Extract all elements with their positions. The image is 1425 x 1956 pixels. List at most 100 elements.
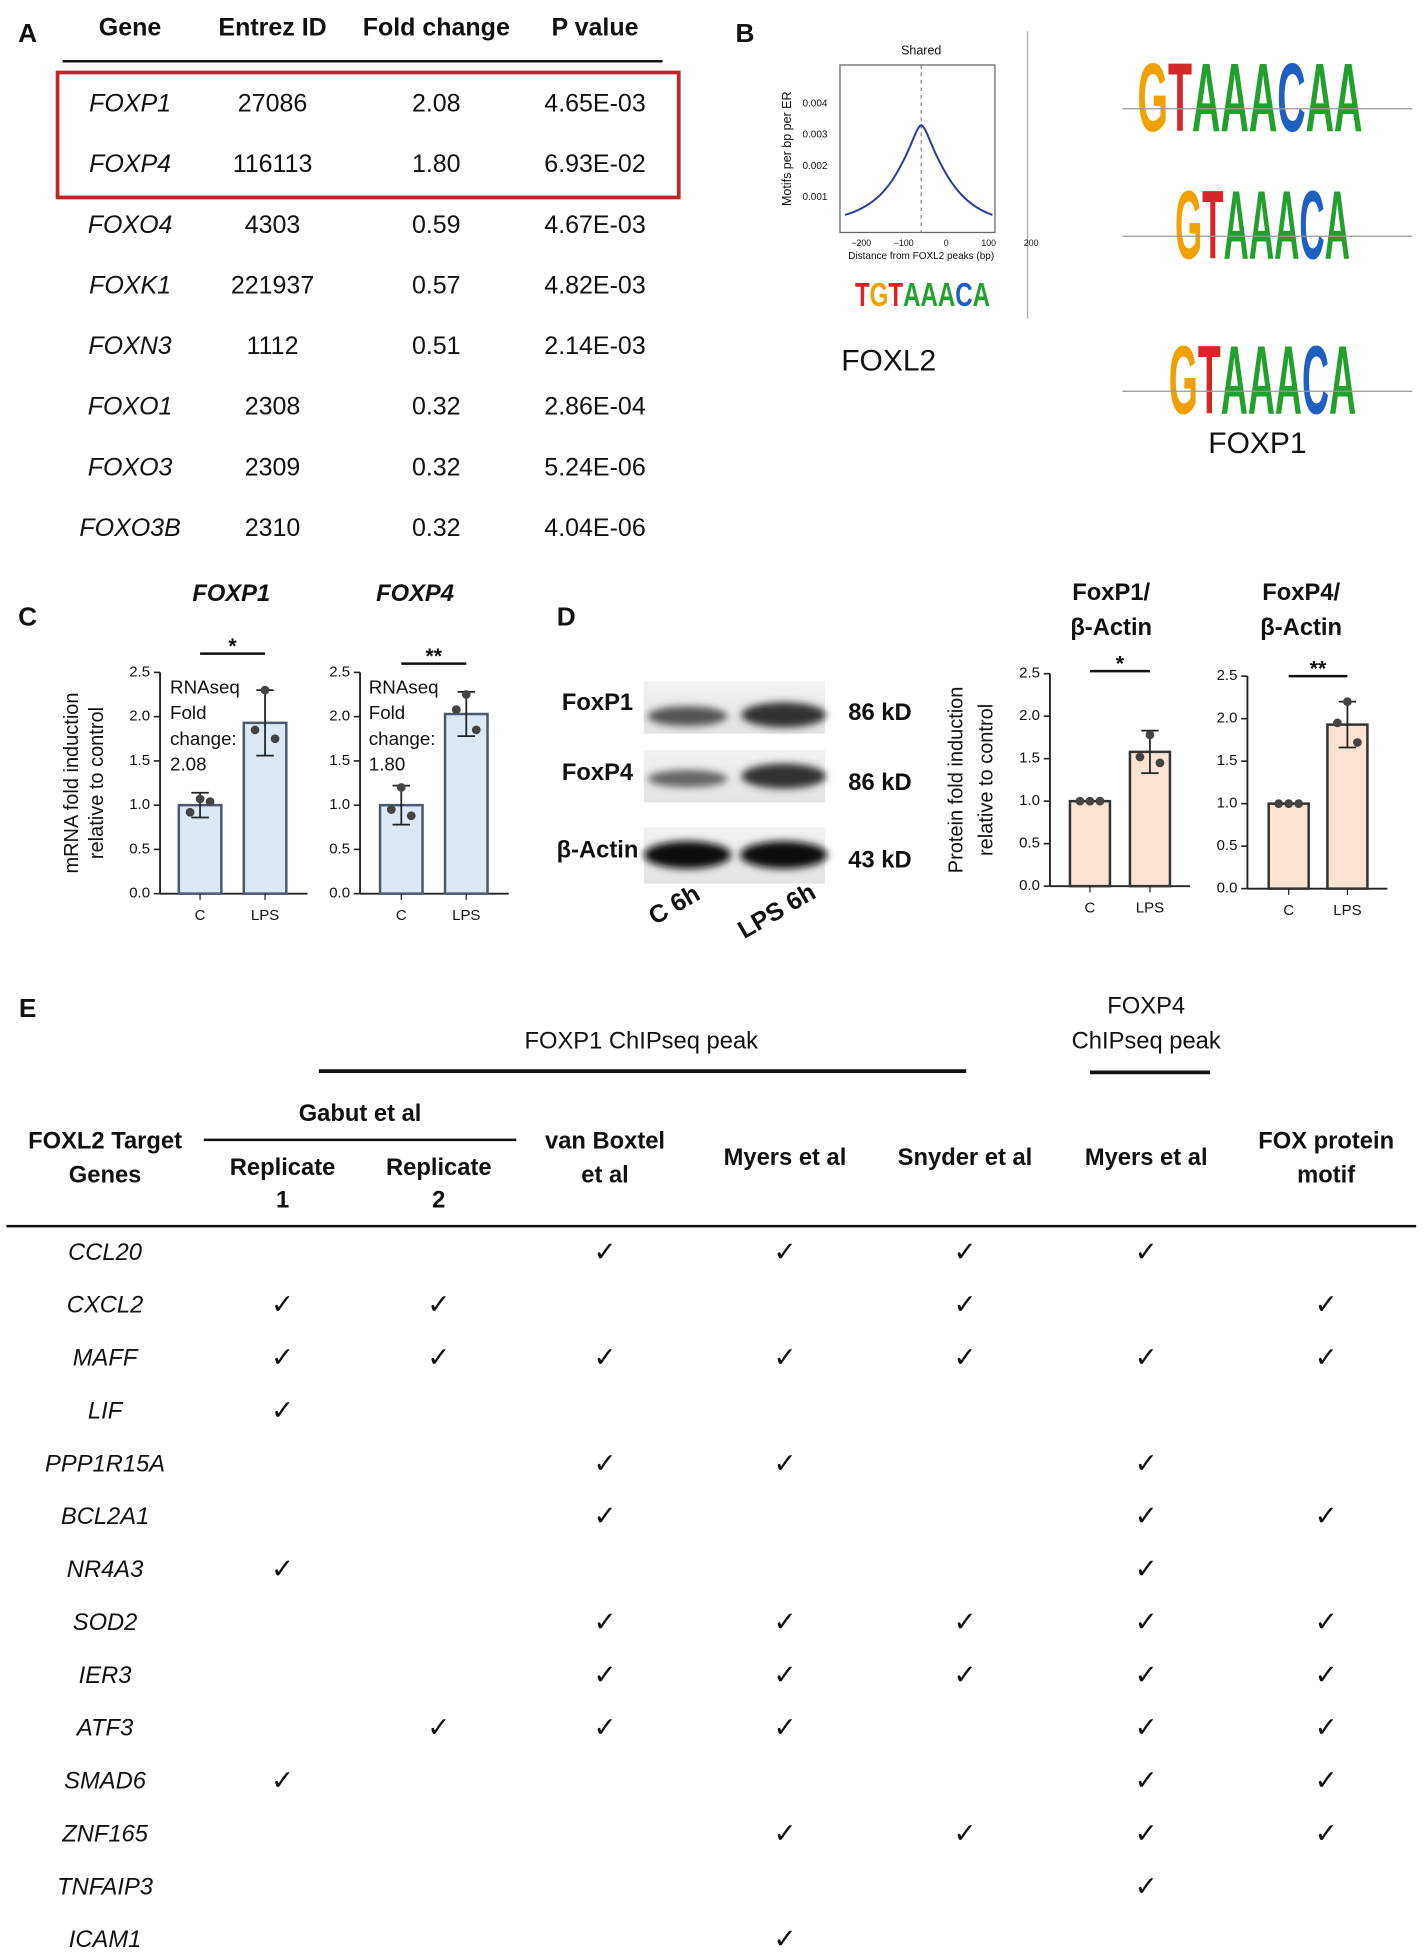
column-header: Gene [99,13,162,41]
data-point [205,797,215,806]
column-header: Snyder et al [898,1145,1033,1171]
data-point [406,811,416,821]
bar [1326,723,1369,890]
gene-name: FOXP1 [89,90,171,118]
band-label: FoxP1 [562,690,633,716]
table-cell: 221937 [231,271,314,299]
x-tick-label: C [1283,902,1294,919]
x-tick-label: C [396,907,407,924]
table-cell: 116113 [233,150,313,178]
gene-name: ZNF165 [61,1821,149,1847]
y-tick-label: 2.0 [1019,707,1040,724]
y-tick-label: 0.5 [129,840,150,857]
column-header: Genes [69,1162,142,1188]
data-point [1155,758,1165,768]
blot-band [739,841,828,869]
table-cell: 0.57 [412,271,461,299]
table-cell: 2.14E-03 [544,332,645,360]
check-mark: ✓ [1315,1606,1338,1637]
y-tick-label: 2.0 [1217,710,1238,727]
y-tick-label: 1.5 [129,752,150,769]
table-cell: 2308 [245,393,301,421]
table-cell: 4.82E-03 [544,271,645,299]
check-mark: ✓ [953,1236,976,1267]
table-cell: 0.32 [412,453,461,481]
annotation: RNAseq [369,677,439,698]
group-header: FOXP4 [1107,994,1185,1020]
check-mark: ✓ [953,1817,976,1848]
bar [177,803,223,895]
check-mark: ✓ [593,1447,616,1478]
tick-label: 200 [1024,238,1039,248]
data-point [1095,796,1105,806]
column-header: P value [551,13,638,41]
data-point [260,685,270,695]
column-header: Replicate [386,1155,492,1181]
sequence-logo: TGTAAACA [855,276,990,314]
significance: * [228,634,237,658]
check-mark: ✓ [593,1659,616,1690]
check-mark: ✓ [1315,1500,1338,1531]
gene-name: SOD2 [73,1610,138,1636]
y-tick-label: 2.5 [1217,667,1238,684]
y-tick-label: 0.0 [329,885,350,902]
tick-label: 0 [944,238,949,248]
check-mark: ✓ [1135,1606,1158,1637]
enrichment-curve [844,123,993,216]
check-mark: ✓ [1135,1817,1158,1848]
column-header: Myers et al [724,1145,847,1171]
tick-label: 0.001 [802,192,827,203]
y-tick-label: 2.5 [129,663,150,680]
band-label: FoxP4 [562,760,634,786]
gene-name: FOXO3B [79,514,180,542]
table-cell: 4303 [245,211,301,239]
y-tick-label: 1.5 [1019,750,1040,767]
blot-band [643,841,732,869]
check-mark: ✓ [953,1289,976,1320]
x-tick-label: LPS [1333,902,1361,919]
annotation: 2.08 [170,753,206,774]
chart-title: FoxP4/ [1262,580,1340,606]
table-cell: 1112 [247,332,299,360]
gene-name: ATF3 [75,1716,133,1742]
check-mark: ✓ [773,1659,796,1690]
check-mark: ✓ [1135,1870,1158,1901]
check-mark: ✓ [773,1342,796,1373]
caption: FOXP1 [1208,427,1306,460]
check-mark: ✓ [773,1606,796,1637]
check-mark: ✓ [593,1500,616,1531]
data-point [185,807,195,817]
gene-name: IER3 [79,1663,132,1689]
table-cell: 2.86E-04 [544,393,646,421]
check-mark: ✓ [1135,1659,1158,1690]
check-mark: ✓ [773,1817,796,1848]
check-mark: ✓ [953,1606,976,1637]
gene-name: CXCL2 [67,1293,144,1319]
sequence-logo: GTAAACA [1169,325,1356,434]
gene-name: PPP1R15A [45,1451,165,1477]
data-point [250,725,260,735]
table-cell: 6.93E-02 [544,150,645,178]
data-point [1145,730,1155,740]
significance: ** [1310,657,1327,681]
bar [1267,802,1310,890]
y-tick-label: 1.5 [329,752,350,769]
chart-title: β-Actin [1260,615,1342,641]
axis-label: relative to control [976,704,998,856]
column-header: et al [581,1162,629,1188]
tick-label: 0.003 [802,130,827,141]
y-tick-label: 1.0 [129,796,150,813]
column-header: Myers et al [1085,1145,1208,1171]
panel-letter: E [19,993,37,1023]
y-tick-label: 0.5 [1217,837,1238,854]
sequence-logo: GTAAACAA [1137,42,1362,151]
table-cell: 2309 [245,453,301,481]
blot-band [647,769,728,788]
check-mark: ✓ [773,1447,796,1478]
panel-letter: B [736,18,755,48]
column-header: van Boxtel [545,1129,665,1155]
column-header: FOXL2 Target [28,1129,182,1155]
axis-label: Protein fold induction [946,687,968,874]
annotation: change: [369,728,436,749]
gene-name: MAFF [73,1346,139,1372]
